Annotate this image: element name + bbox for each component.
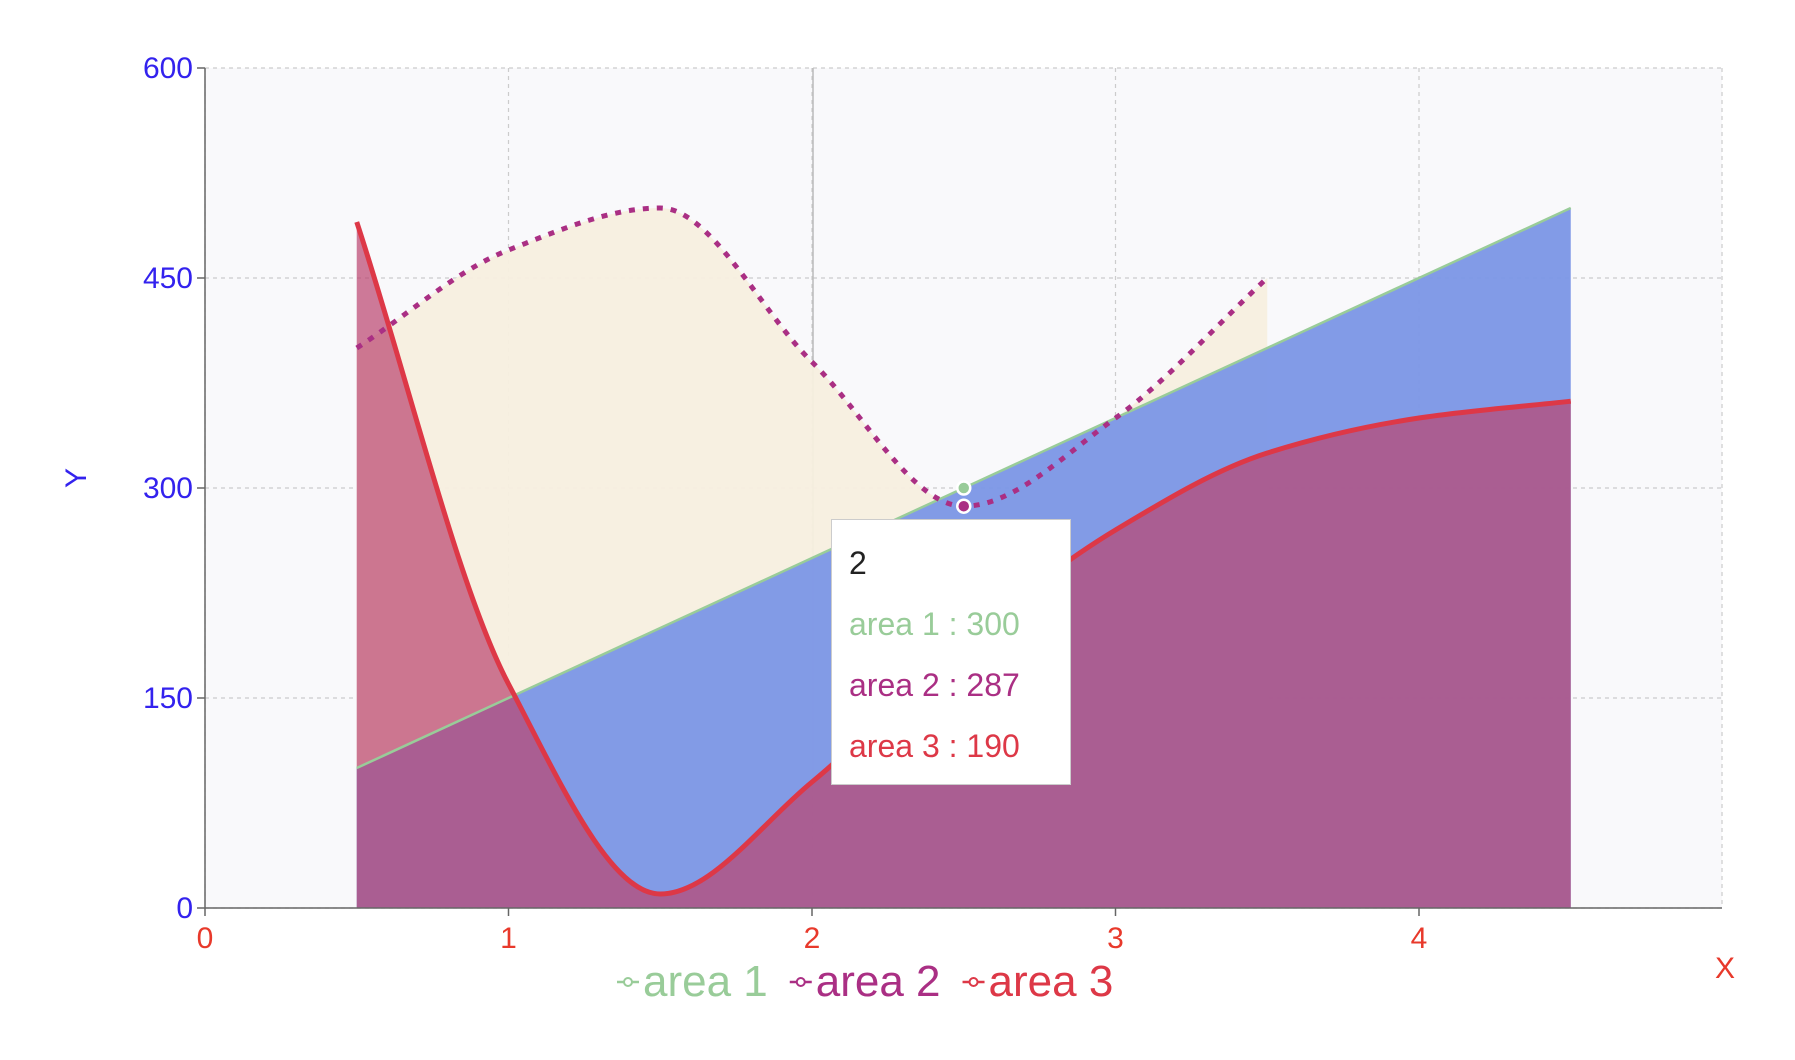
y-tick-label: 600: [143, 52, 193, 85]
y-axis-ticks: 0 150 300 450 600: [143, 52, 205, 925]
legend-item-area-3: area 3: [962, 957, 1114, 1006]
area-fill-area-3: [356, 222, 1571, 908]
legend-marker: [968, 977, 979, 987]
legend-label: area 3: [989, 957, 1114, 1006]
hover-markers: [956, 480, 972, 514]
tooltip-row-area-1: area 1 : 300: [849, 606, 1020, 642]
x-tick-label: 1: [500, 922, 517, 955]
legend: area 1 area 2 area 3: [617, 957, 1113, 1006]
series-line-area-2: [355, 205, 1269, 509]
x-tick-label: 0: [197, 922, 214, 955]
x-tick-label: 3: [1107, 922, 1124, 955]
tooltip-row-area-3: area 3 : 190: [849, 728, 1020, 764]
legend-marker: [795, 977, 806, 987]
x-tick-label: 2: [804, 922, 821, 955]
hover-marker-area-2: [956, 498, 972, 514]
x-axis-title: X: [1715, 952, 1735, 985]
legend-item-area-2: area 2: [789, 957, 941, 1006]
legend-label: area 2: [816, 957, 941, 1006]
x-tick-label: 4: [1411, 922, 1428, 955]
y-axis-title: Y: [60, 468, 93, 488]
y-tick-label: 450: [143, 262, 193, 295]
legend-label: area 1: [643, 957, 768, 1006]
tooltip-row-area-2: area 2 : 287: [849, 667, 1020, 703]
area-tint-area-3: [356, 222, 1571, 908]
y-tick-label: 150: [143, 682, 193, 715]
y-tick-label: 300: [143, 472, 193, 505]
tooltip: 2 area 1 : 300 area 2 : 287 area 3 : 190: [831, 519, 1071, 785]
legend-marker: [623, 977, 633, 987]
y-tick-label: 0: [176, 892, 193, 925]
x-axis-ticks: 0 1 2 3 4: [197, 908, 1428, 955]
hover-marker-area-1: [956, 480, 972, 496]
legend-item-area-1: area 1: [617, 957, 768, 1006]
tooltip-title: 2: [849, 545, 867, 581]
